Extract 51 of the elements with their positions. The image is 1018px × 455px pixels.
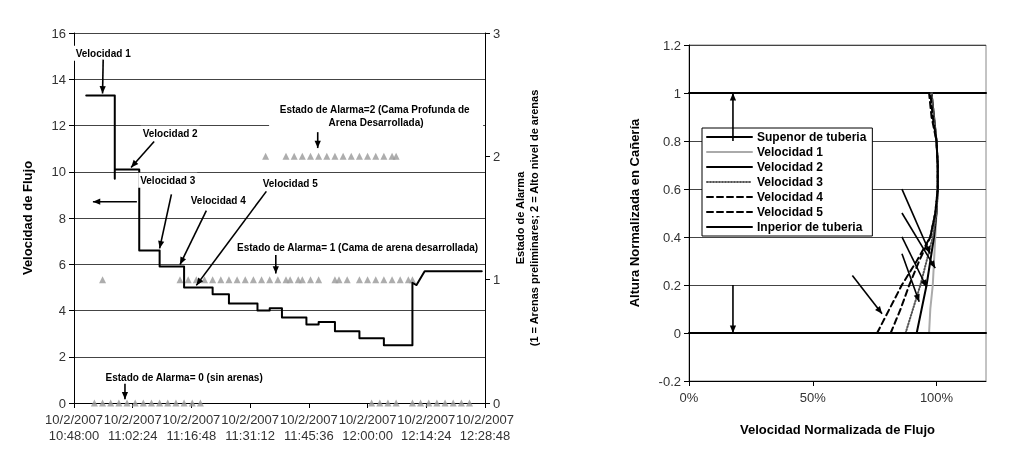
y-axis-title: Altura Normalizada en Cañería xyxy=(627,117,642,308)
x-tick-label: 10/2/2007 12:28:48 xyxy=(456,411,514,443)
legend-label: Velocidad 5 xyxy=(757,205,824,219)
x-tick-label: 10/2/2007 11:16:48 xyxy=(162,411,221,443)
x-axis-title: Velocidad Normalizada de Flujo xyxy=(739,422,936,437)
y-tick-label: 10 xyxy=(51,164,66,180)
annotation: Estado de Alarma=2 (Cama Profunda de Arena Desarrollada) xyxy=(279,104,473,129)
y-tick-label: 0.8 xyxy=(662,133,681,149)
y-tick-label: 2 xyxy=(58,349,66,365)
annotation: Velocidad 4 xyxy=(190,195,247,207)
legend-label: Supenor de tuberia xyxy=(757,130,867,144)
legend-label: Velocidad 3 xyxy=(757,175,824,189)
y-tick-label: -0.2 xyxy=(658,373,681,389)
y-tick-label: 14 xyxy=(51,71,66,87)
y2-tick-label: 1 xyxy=(493,272,501,288)
y-tick-label: 16 xyxy=(51,25,66,41)
y2-tick-label: 2 xyxy=(493,148,501,164)
x-tick-label: 10/2/2007 11:45:36 xyxy=(279,411,338,443)
x-tick-label: 10/2/2007 10:48:00 xyxy=(45,411,103,443)
x-tick-label: 0% xyxy=(679,389,699,405)
legend-label: Velocidad 4 xyxy=(757,190,824,204)
legend-label: Velocidad 1 xyxy=(757,145,824,159)
y2-tick-label: 3 xyxy=(493,25,501,41)
y-tick-label: 0.4 xyxy=(662,229,681,245)
y2-axis-title: Estado de Alarma (1 = Arenas preliminares; 2 = Alto nivel de arenas xyxy=(514,89,540,347)
annotation: Velocidad 5 xyxy=(262,177,319,189)
x-tick-label: 10/2/2007 11:02:24 xyxy=(103,411,162,443)
annotation: Velocidad 1 xyxy=(75,47,132,59)
y-tick-label: 0 xyxy=(58,395,66,411)
y-tick-label: 8 xyxy=(58,210,66,226)
legend-label: Inperior de tuberia xyxy=(757,220,863,234)
annotation: Velocidad 3 xyxy=(140,174,196,186)
y-axis-title: Velocidad de Flujo xyxy=(20,160,35,276)
y-tick-label: 0.2 xyxy=(662,277,681,293)
annotation: Estado de Alarma= 0 (sin arenas) xyxy=(105,371,263,383)
y2-tick-label: 0 xyxy=(493,395,501,411)
x-tick-label: 10/2/2007 12:14:24 xyxy=(397,411,456,443)
y-tick-label: 12 xyxy=(51,118,66,133)
x-tick-label: 100% xyxy=(919,389,954,405)
annotation: Estado de Alarma= 1 (Cama de arena desarrollada) xyxy=(237,242,479,254)
y-tick-label: 4 xyxy=(58,303,66,318)
y-tick-label: 0.6 xyxy=(662,181,681,197)
legend-label: Velocidad 2 xyxy=(757,160,824,174)
x-tick-label: 50% xyxy=(799,389,827,405)
y-tick-label: 1.2 xyxy=(662,37,681,53)
y-tick-label: 0 xyxy=(673,325,681,341)
y-tick-label: 6 xyxy=(58,256,66,272)
x-tick-label: 10/2/2007 11:31:12 xyxy=(221,411,280,443)
x-tick-label: 10/2/2007 12:00:00 xyxy=(338,411,397,443)
y-tick-label: 1 xyxy=(673,85,681,101)
annotation: Velocidad 2 xyxy=(142,127,199,139)
